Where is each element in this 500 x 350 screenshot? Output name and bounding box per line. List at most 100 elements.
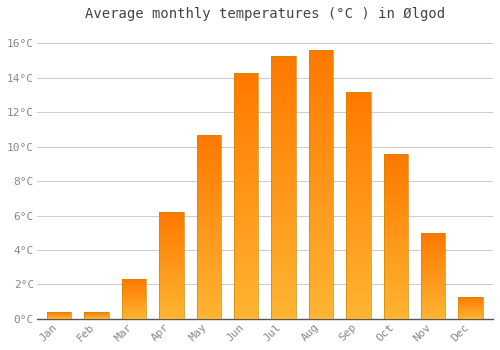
Bar: [196, 288, 221, 289]
Bar: [384, 271, 408, 273]
Bar: [384, 246, 408, 248]
Bar: [272, 142, 295, 145]
Bar: [272, 272, 295, 274]
Bar: [272, 177, 295, 179]
Bar: [384, 317, 408, 319]
Bar: [234, 134, 258, 137]
Bar: [196, 203, 221, 205]
Bar: [272, 266, 295, 269]
Bar: [309, 150, 333, 152]
Bar: [196, 177, 221, 179]
Bar: [384, 263, 408, 264]
Bar: [309, 209, 333, 211]
Bar: [196, 297, 221, 299]
Bar: [346, 183, 370, 185]
Bar: [346, 287, 370, 289]
Bar: [384, 284, 408, 286]
Bar: [272, 153, 295, 156]
Bar: [421, 293, 446, 294]
Bar: [346, 219, 370, 221]
Bar: [234, 127, 258, 130]
Bar: [309, 110, 333, 112]
Bar: [272, 174, 295, 177]
Bar: [122, 288, 146, 289]
Bar: [384, 155, 408, 157]
Bar: [234, 309, 258, 312]
Bar: [346, 285, 370, 287]
Bar: [272, 240, 295, 243]
Bar: [346, 119, 370, 121]
Bar: [122, 279, 146, 319]
Bar: [309, 185, 333, 187]
Bar: [122, 297, 146, 298]
Bar: [346, 271, 370, 273]
Bar: [384, 174, 408, 175]
Bar: [421, 294, 446, 295]
Bar: [421, 309, 446, 310]
Bar: [234, 132, 258, 134]
Bar: [272, 211, 295, 213]
Bar: [309, 206, 333, 209]
Bar: [384, 293, 408, 294]
Bar: [384, 193, 408, 195]
Bar: [309, 314, 333, 316]
Bar: [122, 307, 146, 308]
Bar: [384, 286, 408, 287]
Bar: [309, 58, 333, 61]
Bar: [234, 75, 258, 78]
Bar: [196, 262, 221, 264]
Bar: [346, 253, 370, 255]
Bar: [234, 83, 258, 85]
Bar: [196, 269, 221, 271]
Bar: [196, 192, 221, 194]
Bar: [309, 198, 333, 201]
Bar: [309, 222, 333, 225]
Bar: [384, 254, 408, 256]
Bar: [421, 267, 446, 268]
Bar: [272, 237, 295, 240]
Bar: [159, 261, 184, 262]
Bar: [384, 307, 408, 309]
Bar: [234, 247, 258, 250]
Bar: [309, 123, 333, 126]
Bar: [122, 279, 146, 280]
Bar: [309, 252, 333, 254]
Bar: [421, 298, 446, 299]
Bar: [384, 296, 408, 298]
Bar: [122, 304, 146, 305]
Bar: [309, 128, 333, 131]
Bar: [309, 306, 333, 308]
Bar: [384, 175, 408, 177]
Bar: [196, 149, 221, 151]
Bar: [421, 312, 446, 313]
Bar: [234, 260, 258, 262]
Bar: [346, 228, 370, 230]
Bar: [159, 254, 184, 255]
Bar: [122, 296, 146, 297]
Bar: [421, 266, 446, 267]
Bar: [384, 298, 408, 299]
Bar: [272, 82, 295, 84]
Bar: [272, 261, 295, 264]
Bar: [309, 85, 333, 88]
Bar: [272, 58, 295, 61]
Bar: [346, 217, 370, 219]
Bar: [309, 211, 333, 214]
Bar: [159, 302, 184, 303]
Bar: [159, 265, 184, 266]
Bar: [159, 268, 184, 269]
Bar: [309, 249, 333, 252]
Bar: [272, 308, 295, 311]
Bar: [384, 168, 408, 170]
Bar: [384, 228, 408, 230]
Bar: [384, 160, 408, 162]
Bar: [159, 221, 184, 222]
Bar: [122, 316, 146, 317]
Bar: [159, 286, 184, 287]
Bar: [196, 206, 221, 208]
Bar: [384, 258, 408, 259]
Bar: [421, 305, 446, 306]
Bar: [421, 296, 446, 298]
Bar: [196, 317, 221, 319]
Bar: [346, 198, 370, 201]
